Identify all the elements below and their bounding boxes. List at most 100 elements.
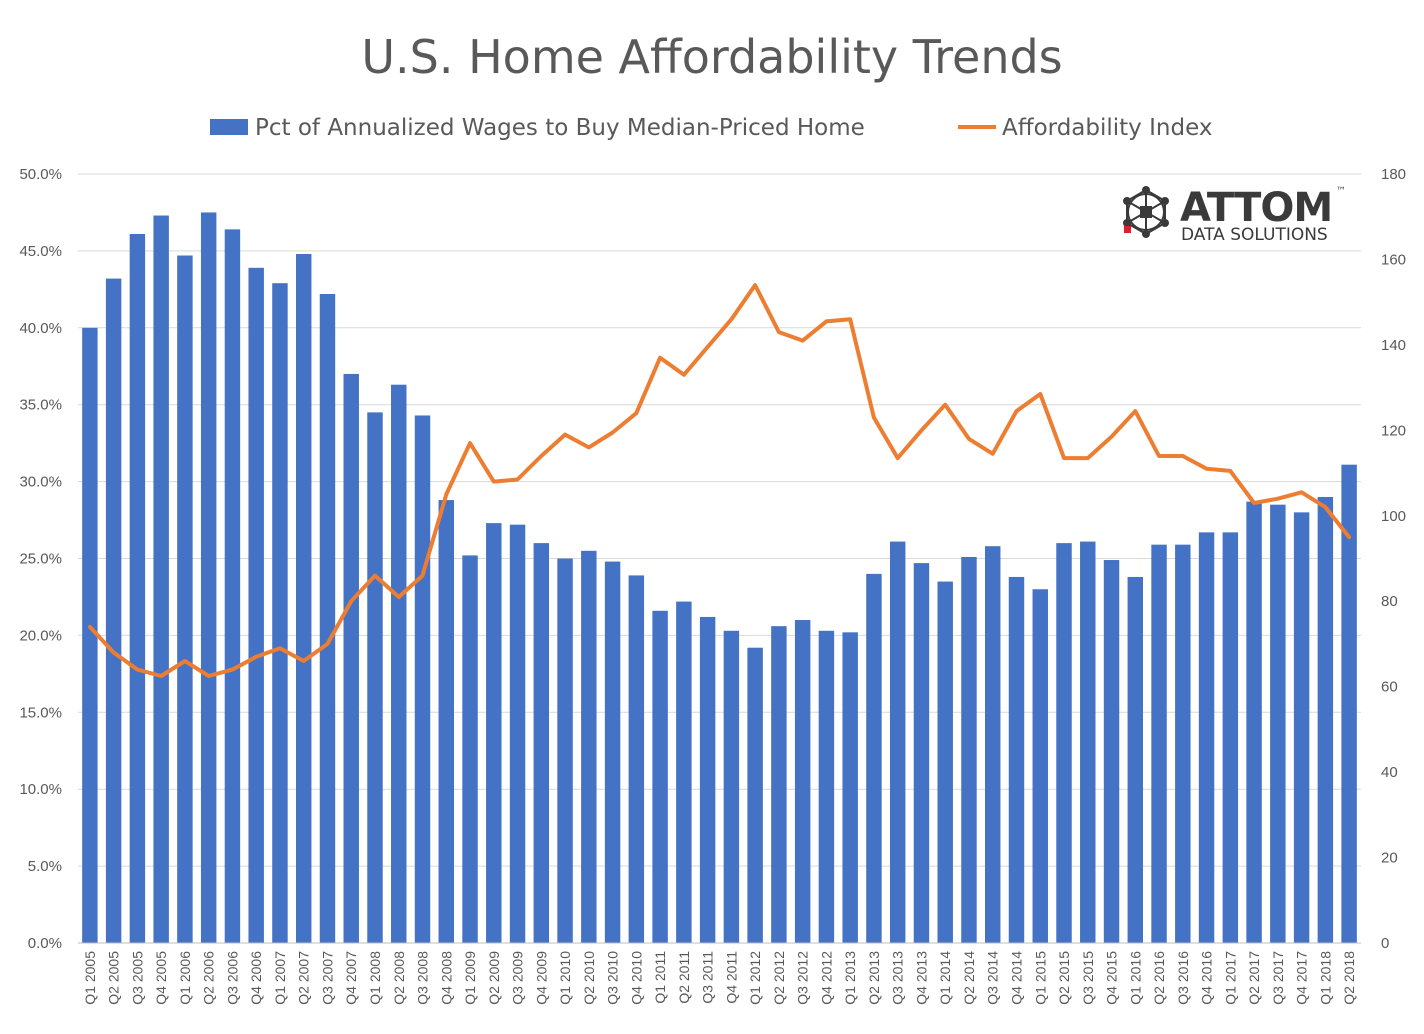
left-tick-label: 5.0% xyxy=(28,858,62,875)
category-tick-label: Q1 2017 xyxy=(1222,951,1238,1005)
bar xyxy=(961,556,977,943)
bar xyxy=(462,555,478,943)
right-tick-label: 80 xyxy=(1381,593,1398,610)
bar xyxy=(1151,544,1167,943)
left-tick-label: 0.0% xyxy=(28,935,62,952)
bar xyxy=(1341,464,1357,943)
category-tick-label: Q3 2014 xyxy=(985,951,1001,1005)
bar xyxy=(604,561,621,943)
left-tick-label: 35.0% xyxy=(19,397,62,414)
bar xyxy=(676,601,692,943)
bar xyxy=(557,558,573,943)
category-tick-label: Q3 2005 xyxy=(129,951,145,1005)
logo-brand-text: ATTOM xyxy=(1180,185,1332,231)
category-tick-label: Q2 2007 xyxy=(296,951,312,1005)
bar xyxy=(248,267,264,943)
bar xyxy=(129,233,146,943)
bar xyxy=(82,327,98,943)
category-tick-label: Q4 2011 xyxy=(723,951,739,1004)
category-tick-label: Q3 2017 xyxy=(1270,951,1286,1005)
logo-core xyxy=(1140,206,1152,218)
bar xyxy=(224,229,241,944)
category-tick-label: Q3 2008 xyxy=(415,951,431,1005)
bar xyxy=(509,524,526,943)
bar xyxy=(438,500,454,943)
left-tick-label: 10.0% xyxy=(19,781,62,798)
right-tick-label: 100 xyxy=(1381,508,1406,525)
legend-line-label: Affordability Index xyxy=(1002,115,1212,141)
category-tick-label: Q1 2005 xyxy=(82,951,98,1005)
category-tick-label: Q1 2008 xyxy=(367,951,383,1005)
legend-bar-swatch xyxy=(210,119,248,135)
category-tick-label: Q4 2015 xyxy=(1104,951,1120,1005)
bar xyxy=(937,581,953,943)
bar xyxy=(628,575,645,943)
bar xyxy=(747,647,763,943)
category-tick-label: Q2 2012 xyxy=(771,951,787,1005)
category-tick-label: Q4 2006 xyxy=(248,951,264,1005)
category-tick-label: Q2 2011 xyxy=(676,951,692,1004)
category-tick-label: Q1 2016 xyxy=(1127,951,1143,1005)
bar xyxy=(486,523,502,943)
left-tick-label: 30.0% xyxy=(19,474,62,491)
bar xyxy=(414,415,431,943)
bar xyxy=(272,283,288,943)
category-tick-label: Q2 2015 xyxy=(1056,951,1072,1005)
category-tick-label: Q2 2006 xyxy=(201,951,217,1005)
attom-logo: ATTOM ™ DATA SOLUTIONS xyxy=(1123,185,1346,245)
left-tick-label: 50.0% xyxy=(19,166,62,183)
legend-bar-label: Pct of Annualized Wages to Buy Median-Pr… xyxy=(255,115,865,141)
category-tick-label: Q1 2011 xyxy=(652,951,668,1004)
logo-accent-square xyxy=(1124,226,1131,233)
right-tick-label: 120 xyxy=(1381,422,1406,439)
bar xyxy=(699,616,716,943)
category-tick-label: Q4 2017 xyxy=(1294,951,1310,1005)
logo-node xyxy=(1161,219,1169,227)
line-series xyxy=(87,283,1352,678)
category-tick-label: Q3 2011 xyxy=(700,951,716,1004)
category-tick-label: Q1 2018 xyxy=(1317,951,1333,1005)
category-tick-label: Q1 2014 xyxy=(937,951,953,1005)
logo-trademark: ™ xyxy=(1336,186,1346,197)
bar xyxy=(771,626,787,943)
category-tick-label: Q4 2014 xyxy=(1008,951,1024,1005)
bar xyxy=(913,563,930,943)
category-tick-label: Q2 2018 xyxy=(1341,951,1357,1005)
bar xyxy=(343,373,359,943)
attom-network-icon xyxy=(1123,186,1169,238)
category-tick-label: Q1 2006 xyxy=(177,951,193,1005)
bar xyxy=(1080,541,1096,943)
category-tick-label: Q1 2010 xyxy=(557,951,573,1005)
right-tick-label: 140 xyxy=(1381,337,1406,354)
bar xyxy=(105,278,122,944)
category-tick-label: Q3 2012 xyxy=(795,951,811,1005)
category-tick-label: Q3 2015 xyxy=(1080,951,1096,1005)
logo-node xyxy=(1123,197,1131,205)
category-tick-label: Q1 2009 xyxy=(462,951,478,1005)
category-axis: Q1 2005 Q2 2005 Q3 2005 Q4 2005 Q1 2006 Q2 20… xyxy=(78,942,1361,1005)
logo-node xyxy=(1123,219,1131,227)
left-tick-label: 15.0% xyxy=(19,704,62,721)
bar xyxy=(200,212,217,943)
category-tick-label: Q3 2013 xyxy=(890,951,906,1005)
category-tick-label: Q1 2015 xyxy=(1032,951,1048,1005)
category-tick-label: Q4 2007 xyxy=(343,951,359,1005)
category-tick-label: Q1 2013 xyxy=(842,951,858,1005)
category-tick-label: Q1 2012 xyxy=(747,951,763,1005)
right-tick-label: 0 xyxy=(1381,935,1389,952)
right-tick-label: 20 xyxy=(1381,850,1398,867)
left-tick-label: 25.0% xyxy=(19,551,62,568)
category-tick-label: Q4 2005 xyxy=(153,951,169,1005)
bar xyxy=(153,215,169,943)
right-axis: 0 20 40 60 80 100 120 140 160 180 xyxy=(1381,166,1406,952)
category-tick-label: Q4 2008 xyxy=(438,951,454,1005)
bar xyxy=(1246,501,1262,943)
left-tick-label: 45.0% xyxy=(19,243,62,260)
bar xyxy=(1293,512,1310,943)
category-tick-label: Q2 2014 xyxy=(961,951,977,1005)
gridlines xyxy=(78,173,1361,944)
left-tick-label: 40.0% xyxy=(19,320,62,337)
bar xyxy=(985,546,1001,943)
bar xyxy=(889,541,906,943)
